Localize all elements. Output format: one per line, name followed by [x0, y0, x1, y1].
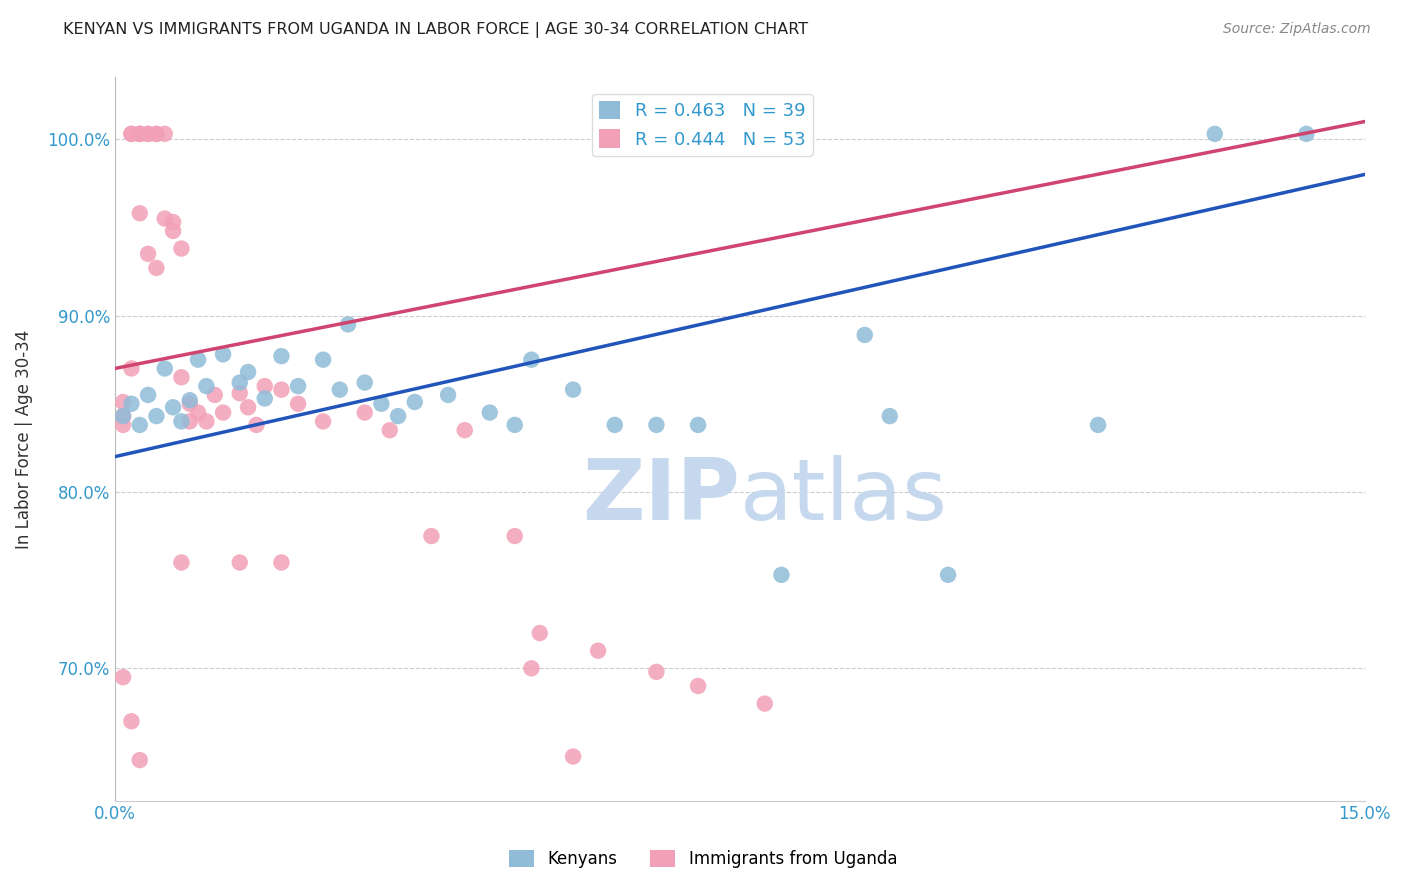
Point	[128, 127, 150, 141]
Point	[688, 679, 710, 693]
Point	[195, 379, 218, 393]
Text: KENYAN VS IMMIGRANTS FROM UGANDA IN LABOR FORCE | AGE 30-34 CORRELATION CHART: KENYAN VS IMMIGRANTS FROM UGANDA IN LABO…	[63, 22, 808, 38]
Point	[312, 414, 335, 428]
Point	[128, 753, 150, 767]
Point	[562, 749, 585, 764]
Point	[287, 397, 309, 411]
Point	[112, 395, 135, 409]
Point	[120, 397, 142, 411]
Point	[128, 127, 150, 141]
Point	[145, 260, 167, 275]
Text: ZIP: ZIP	[582, 456, 740, 539]
Point	[329, 383, 352, 397]
Point	[529, 626, 551, 640]
Point	[112, 409, 135, 423]
Point	[187, 352, 209, 367]
Point	[229, 376, 252, 390]
Point	[754, 697, 776, 711]
Point	[120, 127, 142, 141]
Point	[353, 376, 375, 390]
Point	[145, 409, 167, 423]
Point	[270, 383, 292, 397]
Point	[562, 383, 585, 397]
Point	[120, 714, 142, 729]
Point	[1087, 417, 1109, 432]
Point	[287, 379, 309, 393]
Point	[120, 361, 142, 376]
Point	[645, 665, 668, 679]
Point	[229, 556, 252, 570]
Point	[212, 347, 235, 361]
Point	[404, 395, 426, 409]
Point	[503, 529, 526, 543]
Point	[337, 318, 360, 332]
Point	[112, 670, 135, 684]
Point	[420, 529, 443, 543]
Point	[645, 417, 668, 432]
Point	[437, 388, 460, 402]
Legend: Kenyans, Immigrants from Uganda: Kenyans, Immigrants from Uganda	[502, 843, 904, 875]
Point	[195, 414, 218, 428]
Y-axis label: In Labor Force | Age 30-34: In Labor Force | Age 30-34	[15, 329, 32, 549]
Point	[204, 388, 226, 402]
Point	[378, 423, 401, 437]
Point	[236, 401, 259, 415]
Point	[170, 556, 193, 570]
Point	[112, 409, 135, 423]
Point	[936, 567, 959, 582]
Point	[520, 661, 543, 675]
Point	[387, 409, 409, 423]
Point	[145, 127, 167, 141]
Point	[253, 379, 276, 393]
Point	[162, 224, 184, 238]
Point	[236, 365, 259, 379]
Point	[688, 417, 710, 432]
Point	[153, 211, 176, 226]
Point	[170, 370, 193, 384]
Point	[162, 215, 184, 229]
Point	[1295, 127, 1317, 141]
Point	[128, 417, 150, 432]
Point	[187, 406, 209, 420]
Point	[136, 127, 159, 141]
Point	[170, 242, 193, 256]
Point	[229, 386, 252, 401]
Point	[112, 417, 135, 432]
Point	[170, 414, 193, 428]
Point	[253, 392, 276, 406]
Point	[270, 349, 292, 363]
Point	[370, 397, 392, 411]
Point	[853, 328, 876, 343]
Point	[179, 414, 201, 428]
Point	[153, 127, 176, 141]
Point	[136, 388, 159, 402]
Point	[454, 423, 477, 437]
Point	[353, 406, 375, 420]
Point	[179, 393, 201, 408]
Point	[586, 643, 609, 657]
Point	[128, 206, 150, 220]
Point	[1204, 127, 1226, 141]
Point	[520, 352, 543, 367]
Text: Source: ZipAtlas.com: Source: ZipAtlas.com	[1223, 22, 1371, 37]
Point	[270, 556, 292, 570]
Point	[120, 127, 142, 141]
Point	[128, 127, 150, 141]
Point	[136, 247, 159, 261]
Text: atlas: atlas	[740, 456, 948, 539]
Point	[145, 127, 167, 141]
Point	[312, 352, 335, 367]
Point	[879, 409, 901, 423]
Point	[478, 406, 501, 420]
Point	[245, 417, 267, 432]
Point	[162, 401, 184, 415]
Point	[770, 567, 793, 582]
Point	[136, 127, 159, 141]
Legend: R = 0.463   N = 39, R = 0.444   N = 53: R = 0.463 N = 39, R = 0.444 N = 53	[592, 94, 813, 156]
Point	[212, 406, 235, 420]
Point	[503, 417, 526, 432]
Point	[603, 417, 626, 432]
Point	[179, 397, 201, 411]
Point	[153, 361, 176, 376]
